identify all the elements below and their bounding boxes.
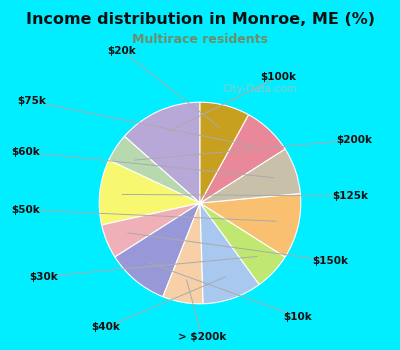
Text: > $200k: > $200k	[178, 332, 226, 342]
Wedge shape	[200, 203, 285, 285]
Text: $20k: $20k	[108, 46, 136, 56]
Text: $75k: $75k	[18, 97, 46, 106]
Wedge shape	[200, 149, 300, 203]
Wedge shape	[99, 160, 200, 225]
Text: $100k: $100k	[260, 72, 296, 82]
Text: Multirace residents: Multirace residents	[132, 33, 268, 46]
Text: $200k: $200k	[336, 135, 372, 145]
Text: City-Data.com: City-Data.com	[223, 84, 297, 94]
Text: $50k: $50k	[12, 205, 40, 215]
Wedge shape	[163, 203, 203, 304]
Wedge shape	[109, 136, 200, 203]
Wedge shape	[115, 203, 200, 297]
Text: $10k: $10k	[284, 312, 312, 322]
Wedge shape	[124, 102, 200, 203]
Wedge shape	[200, 102, 248, 203]
Text: $30k: $30k	[30, 272, 58, 281]
Text: $60k: $60k	[12, 147, 40, 157]
Text: Income distribution in Monroe, ME (%): Income distribution in Monroe, ME (%)	[26, 12, 374, 27]
Text: $125k: $125k	[332, 191, 368, 201]
Wedge shape	[200, 203, 259, 304]
Text: $150k: $150k	[312, 256, 348, 266]
Wedge shape	[102, 203, 200, 257]
Wedge shape	[200, 115, 285, 203]
Wedge shape	[200, 194, 301, 257]
Text: $40k: $40k	[92, 322, 120, 332]
